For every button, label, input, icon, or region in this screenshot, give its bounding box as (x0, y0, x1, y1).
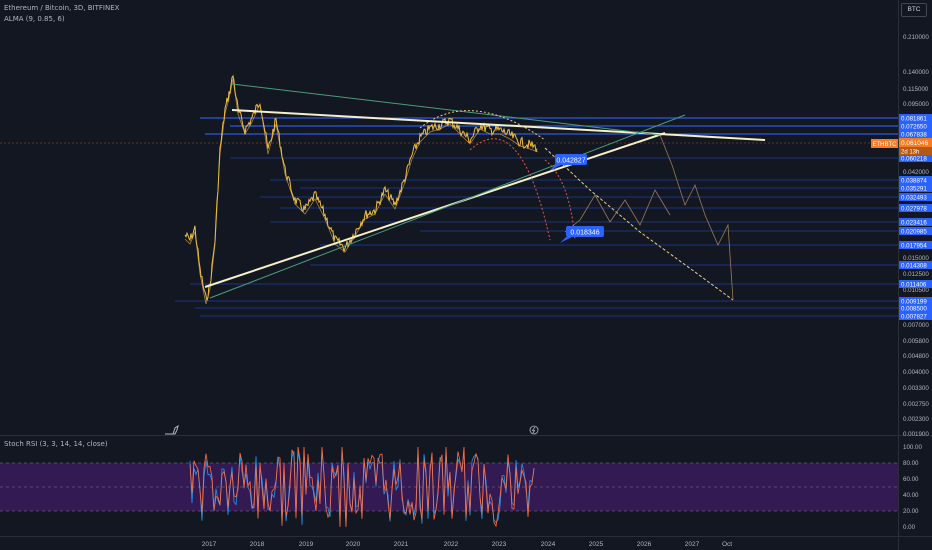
time-tick: 2021 (394, 541, 409, 548)
level-tag-text: 0.081861 (901, 116, 927, 123)
rsi-axis[interactable]: 100.00 80.00 60.00 40.00 20.00 0.00 (903, 444, 922, 531)
time-tick: 2023 (492, 541, 507, 548)
level-tag-text: 0.067838 (901, 132, 927, 139)
time-tick: 2027 (685, 541, 700, 548)
green-upper-line[interactable] (231, 83, 661, 136)
price-tick: 0.042000 (903, 169, 929, 176)
price-tick: 0.007000 (903, 322, 929, 329)
upper-trendline[interactable] (231, 109, 766, 141)
bird-icon (165, 424, 179, 435)
level-tag (899, 122, 932, 130)
alma-label[interactable]: ALMA (9, 0.85, 6) (4, 15, 65, 23)
price-tick: 0.010500 (903, 287, 929, 294)
green-lower-line[interactable] (209, 114, 686, 299)
rsi-tick: 40.00 (903, 492, 919, 499)
stoch-rsi-d (189, 446, 535, 528)
svg-text:ETHBTC: ETHBTC (873, 142, 898, 148)
level-tag (899, 193, 932, 201)
horizontal-levels (175, 117, 898, 317)
level-tag-text: 0.011406 (901, 282, 927, 289)
projected-path-2 (659, 134, 734, 301)
level-tag (899, 204, 932, 212)
level-tag-text: 0.007827 (901, 314, 927, 321)
symbol-title[interactable]: Ethereum / Bitcoin, 3D, BITFINEX (4, 4, 120, 12)
level-tag-text: 0.072650 (901, 124, 927, 131)
price-tick: 0.210000 (903, 34, 929, 41)
rsi-tick: 80.00 (903, 460, 919, 467)
stoch-rsi-label[interactable]: Stoch RSI (3, 3, 14, 14, close) (4, 440, 108, 448)
level-tag (899, 176, 932, 184)
rsi-tick: 60.00 (903, 476, 919, 483)
rsi-tick: 100.00 (903, 444, 922, 451)
svg-text:0.042827: 0.042827 (556, 158, 585, 165)
time-tick: 2025 (589, 541, 604, 548)
level-tag-text: 0.060218 (901, 156, 927, 163)
level-tag (899, 312, 932, 320)
price-tick: 0.002300 (903, 416, 929, 423)
level-tag-text: 0.027978 (901, 206, 927, 213)
level-tag-text: 0.023416 (901, 220, 927, 227)
level-tag (899, 227, 932, 235)
price-tick: 0.001900 (903, 431, 929, 438)
level-tag-text: 0.014308 (901, 263, 927, 270)
level-tag (899, 297, 932, 305)
level-tag (899, 304, 932, 312)
lightning-icon[interactable] (529, 425, 539, 435)
time-tick: 2018 (250, 541, 265, 548)
price-tick: 0.140000 (903, 69, 929, 76)
level-tag-text: 0.032493 (901, 195, 927, 202)
time-axis[interactable]: 2017 2018 2019 2020 2021 2022 2023 2024 2025 2026… (202, 541, 732, 548)
rsi-tick: 20.00 (903, 508, 919, 515)
callout-low[interactable]: 0.018346 (560, 226, 604, 243)
price-tick: 0.003300 (903, 385, 929, 392)
price-axis[interactable]: 0.210000 0.140000 0.115000 0.095000 0.042000… (903, 34, 929, 438)
level-tag (899, 114, 932, 122)
svg-text:2d 13h: 2d 13h (901, 150, 919, 156)
price-tick: 0.004000 (903, 369, 929, 376)
time-tick: Oct (722, 541, 732, 548)
svg-text:0.018346: 0.018346 (570, 230, 599, 237)
level-tag-text: 0.008500 (901, 306, 927, 313)
level-tag (899, 154, 932, 162)
level-tag (899, 218, 932, 226)
time-tick: 2022 (444, 541, 459, 548)
price-tick: 0.095000 (903, 101, 929, 108)
level-tag-text: 0.009199 (901, 299, 927, 306)
projected-path-1 (564, 189, 671, 233)
current-price-tag: ETHBTC 0.061046 2d 13h (871, 138, 932, 156)
rsi-tick: 0.00 (903, 524, 916, 531)
callout-high[interactable]: 0.042827 (549, 154, 587, 171)
price-tick: 0.015000 (903, 255, 929, 262)
price-tick: 0.005800 (903, 338, 929, 345)
price-tick: 0.004800 (903, 353, 929, 360)
price-tick: 0.115000 (903, 86, 929, 93)
level-tag (899, 130, 932, 138)
alma-series (184, 78, 539, 305)
level-tag-text: 0.035291 (901, 186, 927, 193)
level-tag-text: 0.038874 (901, 178, 927, 185)
time-tick: 2024 (541, 541, 556, 548)
dashed-projection (544, 147, 734, 301)
time-tick: 2026 (637, 541, 652, 548)
svg-text:0.061046: 0.061046 (901, 140, 928, 147)
time-tick: 2020 (346, 541, 361, 548)
price-tick: 0.012500 (903, 271, 929, 278)
level-tag (899, 280, 932, 288)
level-tag (899, 261, 932, 269)
level-tag-text: 0.017954 (901, 243, 927, 250)
lower-trendline[interactable] (204, 132, 666, 288)
level-tag (899, 241, 932, 249)
dotted-arc-top (419, 110, 546, 141)
price-tick: 0.002750 (903, 401, 929, 408)
time-tick: 2017 (202, 541, 217, 548)
level-tag-text: 0.020985 (901, 229, 927, 236)
currency-button[interactable]: BTC (901, 3, 927, 17)
time-tick: 2019 (299, 541, 314, 548)
level-tag (899, 184, 932, 192)
